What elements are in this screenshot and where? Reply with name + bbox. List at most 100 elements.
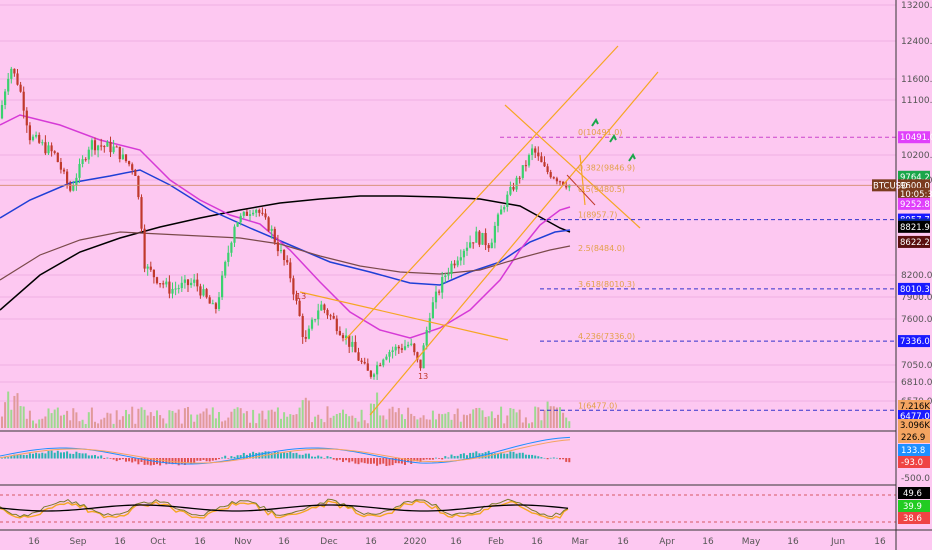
price-tag <box>898 187 930 200</box>
volume-bar <box>317 414 320 428</box>
macd-histogram-bar <box>47 451 50 459</box>
rsi-line <box>0 498 569 518</box>
volume-bar <box>438 413 441 428</box>
candle-body <box>366 363 369 371</box>
fib-label: 3.618(8010.3) <box>578 280 635 289</box>
macd-histogram-bar <box>450 454 453 459</box>
macd-histogram-bar <box>208 458 211 462</box>
candle-body <box>233 226 236 243</box>
time-tick-label: Mar <box>572 537 589 547</box>
macd-histogram-bar <box>230 456 233 459</box>
candle-body <box>217 297 221 309</box>
macd-histogram-bar <box>342 458 344 462</box>
macd-histogram-bar <box>301 454 304 459</box>
candle-body <box>292 278 295 295</box>
volume-bar <box>261 410 264 428</box>
macd-histogram-bar <box>311 456 313 459</box>
volume-bar <box>462 414 465 428</box>
volume-bar <box>84 423 87 428</box>
macd-histogram-bar <box>227 458 230 459</box>
volume-bar <box>459 421 462 428</box>
macd-histogram-bar <box>221 457 224 459</box>
volume-bar <box>568 421 571 428</box>
volume-bar <box>394 412 397 428</box>
macd-histogram-bar <box>118 458 121 460</box>
volume-bar <box>379 415 382 428</box>
macd-histogram-bar <box>196 458 199 461</box>
fib-levels: 0(10491.0) 0.382(9846.9) 0.5(9480.5) 1(8957… <box>500 128 896 411</box>
volume-bar <box>534 406 537 428</box>
macd-histogram-bar <box>134 458 137 462</box>
volume-bar <box>168 410 171 428</box>
volume-bar <box>335 414 338 428</box>
macd-histogram-bar <box>338 458 341 460</box>
macd-histogram-bar <box>456 455 459 459</box>
volume-bar <box>348 416 351 428</box>
time-tick-label: Feb <box>488 537 504 547</box>
volume-bar <box>307 400 310 428</box>
volume-bar <box>239 408 242 428</box>
up-arrow-icon <box>591 118 599 127</box>
macd-histogram-bar <box>320 456 323 459</box>
time-tick-label: 16 <box>114 537 126 547</box>
price-tick-label: 8200.0 <box>901 271 932 281</box>
price-tag <box>898 419 930 431</box>
rsi-pane: 49.6 39.9 38.6 <box>0 487 930 524</box>
candle-body <box>521 165 524 178</box>
candle-body <box>128 161 131 165</box>
volume-bar <box>121 416 124 428</box>
candle-body <box>267 217 270 231</box>
macd-histogram-bar <box>555 457 558 459</box>
fib-label: 1(8957.7) <box>578 211 617 220</box>
candle-body <box>211 303 214 305</box>
candle-body <box>385 356 388 360</box>
macd-histogram-bar <box>94 455 96 459</box>
macd-histogram-bar <box>156 458 158 465</box>
fib-label: 4.236(7336.0) <box>578 332 635 341</box>
candle-body <box>115 146 118 148</box>
candle-body <box>38 134 41 143</box>
price-tag <box>898 220 930 233</box>
macd-histogram-bar <box>419 458 422 463</box>
volume-bar <box>106 412 109 428</box>
volume-bar <box>524 417 527 428</box>
rsi-tag-label: 39.9 <box>903 502 922 512</box>
candle-body <box>149 266 152 270</box>
candle-body <box>447 273 450 276</box>
macd-histogram-bar <box>568 458 571 463</box>
trendline-descending <box>504 104 641 229</box>
ma-black-line <box>0 195 571 311</box>
macd-histogram-bar <box>199 458 202 461</box>
candle-body <box>196 279 199 287</box>
volume-bar <box>490 411 493 428</box>
volume-bar <box>270 409 273 428</box>
macd-histogram-bar <box>140 458 143 462</box>
volume-bar <box>4 402 7 428</box>
rsi-tag <box>898 500 930 512</box>
candle-body <box>140 197 143 229</box>
price-tag <box>898 131 930 144</box>
macd-histogram-bar <box>543 457 546 459</box>
price-tick-label: 7900.0 <box>901 293 932 303</box>
macd-tick-label: -500.0 <box>901 474 930 484</box>
price-tick-label: 7050.0 <box>901 361 932 371</box>
candle-body <box>103 146 106 148</box>
time-tick-label: Sep <box>70 537 87 547</box>
macd-histogram-bar <box>503 453 506 459</box>
candle-body <box>93 140 97 151</box>
time-tick-label: Oct <box>150 537 166 547</box>
macd-histogram-bar <box>121 458 124 460</box>
candle-body <box>208 297 211 304</box>
candle-body <box>270 228 273 231</box>
candle-body <box>41 142 44 144</box>
volume-bar <box>320 418 323 428</box>
time-tick-label: 16 <box>874 537 886 547</box>
time-axis[interactable]: 16 Sep 16 Oct 16 Nov 16 Dec 16 2020 16 Feb 16 Mar 16 Ap… <box>28 537 886 547</box>
price-tag-label: 9764.2 <box>900 173 930 183</box>
volume-bar <box>22 406 25 428</box>
candle-body <box>425 329 428 346</box>
price-tags: 10491.09764.29600.010:05:349252.88957.78… <box>872 131 932 431</box>
candle-body <box>22 91 25 111</box>
candle-body <box>500 209 503 215</box>
